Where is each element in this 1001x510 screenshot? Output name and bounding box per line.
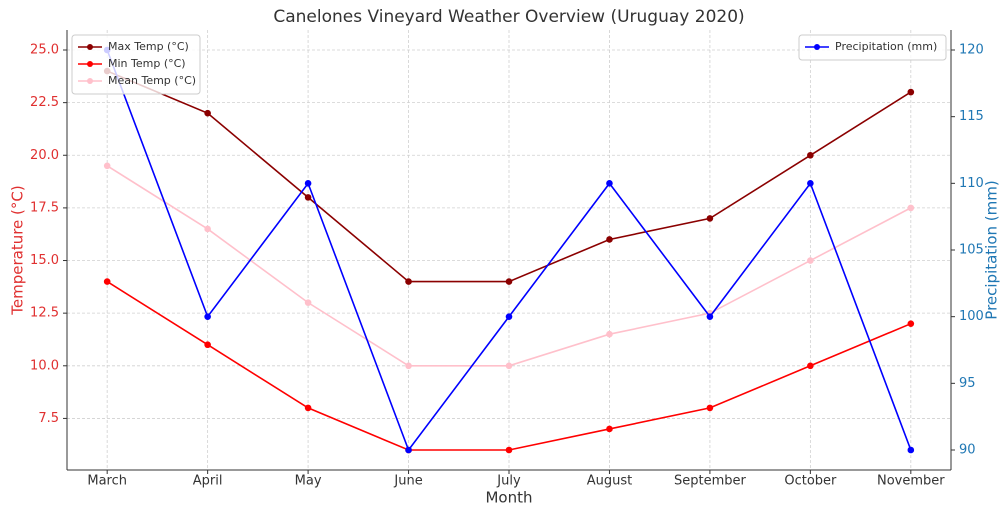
x-axis-label: Month bbox=[485, 489, 532, 507]
point bbox=[103, 278, 111, 285]
legend: Precipitation (mm) bbox=[798, 34, 947, 61]
y-tick-label: 7.5 bbox=[38, 411, 59, 426]
point bbox=[606, 425, 613, 433]
point bbox=[304, 194, 312, 201]
y2-tick-label: 100 bbox=[959, 309, 984, 324]
y2-tick-label: 120 bbox=[959, 43, 984, 58]
point bbox=[907, 88, 915, 96]
legend-marker bbox=[87, 78, 93, 84]
y-tick-label: 12.5 bbox=[30, 306, 59, 321]
point bbox=[204, 225, 211, 233]
legend-marker bbox=[814, 44, 820, 50]
point bbox=[706, 404, 714, 412]
y-tick-label: 17.5 bbox=[30, 200, 59, 215]
point bbox=[606, 180, 613, 187]
point bbox=[706, 313, 714, 320]
point bbox=[807, 180, 814, 187]
y-tick-label: 25.0 bbox=[30, 43, 59, 58]
x-tick-label: April bbox=[193, 474, 223, 489]
point bbox=[405, 278, 412, 285]
x-tick-label: October bbox=[784, 474, 837, 489]
point bbox=[606, 236, 613, 243]
point bbox=[807, 257, 814, 264]
x-tick-label: June bbox=[393, 474, 422, 489]
point bbox=[204, 313, 211, 320]
point bbox=[706, 215, 714, 222]
legend-box bbox=[71, 34, 201, 95]
y2-axis-label: Precipitation (mm) bbox=[983, 180, 1001, 319]
point bbox=[405, 362, 412, 370]
point bbox=[204, 109, 211, 117]
point bbox=[304, 404, 312, 412]
point bbox=[405, 446, 412, 454]
point bbox=[304, 180, 312, 187]
y2-tick-label: 95 bbox=[959, 376, 976, 391]
legend-box bbox=[798, 34, 947, 61]
y-tick-label: 22.5 bbox=[30, 95, 59, 110]
point bbox=[606, 330, 613, 338]
point bbox=[907, 204, 915, 212]
point bbox=[103, 162, 111, 170]
legend-label: Min Temp (°C) bbox=[108, 57, 186, 70]
y2-tick-label: 105 bbox=[959, 243, 984, 258]
legend: Max Temp (°C) Min Temp (°C) Mean Temp (°C) bbox=[71, 34, 201, 95]
y-tick-label: 10.0 bbox=[30, 358, 59, 373]
point bbox=[505, 446, 513, 454]
y-axis-label: Temperature (°C) bbox=[9, 185, 27, 315]
y2-tick-label: 110 bbox=[959, 176, 984, 191]
point bbox=[304, 299, 312, 306]
point bbox=[505, 313, 513, 320]
x-tick-label: August bbox=[587, 474, 633, 489]
x-tick-label: September bbox=[674, 474, 747, 489]
x-tick-label: November bbox=[877, 474, 945, 489]
legend-label: Mean Temp (°C) bbox=[108, 74, 196, 87]
y2-tick-label: 90 bbox=[959, 443, 976, 458]
legend-marker bbox=[87, 61, 93, 67]
y2-tick-label: 115 bbox=[959, 109, 984, 124]
x-tick-label: March bbox=[87, 474, 127, 489]
legend-label: Max Temp (°C) bbox=[108, 40, 189, 53]
y-tick-label: 20.0 bbox=[30, 148, 59, 163]
x-tick-label: May bbox=[295, 474, 322, 489]
point bbox=[907, 320, 915, 327]
point bbox=[807, 151, 814, 159]
y-tick-label: 15.0 bbox=[30, 253, 59, 268]
point bbox=[907, 446, 915, 454]
point bbox=[505, 362, 513, 370]
point bbox=[505, 278, 513, 285]
legend-label: Precipitation (mm) bbox=[835, 40, 937, 53]
point bbox=[204, 341, 211, 349]
legend-marker bbox=[87, 44, 93, 50]
x-tick-label: July bbox=[496, 474, 521, 489]
chart-title: Canelones Vineyard Weather Overview (Uru… bbox=[273, 7, 744, 27]
point bbox=[807, 362, 814, 370]
